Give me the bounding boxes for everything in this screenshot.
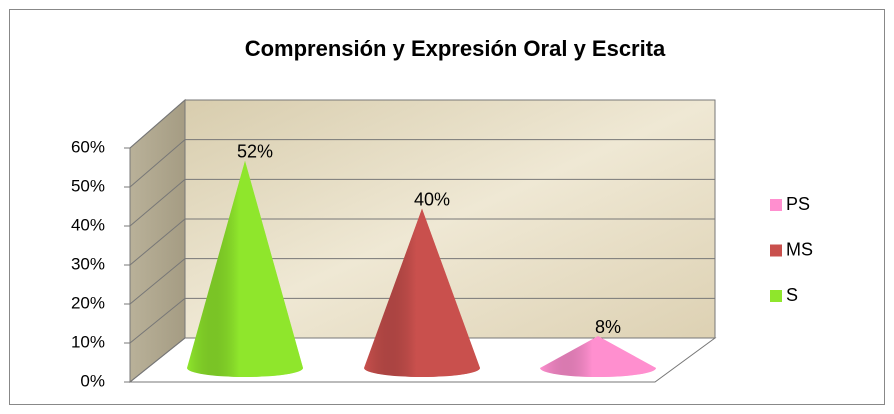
legend-label: S: [786, 285, 798, 305]
y-tick-label: 0%: [80, 371, 105, 390]
grid-line: [129, 218, 186, 266]
legend-swatch: [770, 290, 782, 302]
grid-line: [129, 337, 186, 383]
legend-swatch: [770, 244, 782, 257]
data-label: 40%: [414, 189, 450, 209]
side-wall: [129, 98, 186, 384]
grid-line: [129, 99, 186, 149]
y-tick-label: 10%: [71, 332, 105, 351]
grid-line: [129, 139, 186, 188]
cone-shade: [364, 208, 480, 377]
grid-line: [129, 297, 186, 344]
data-label: 8%: [595, 317, 621, 337]
chart-title: Comprensión y Expresión Oral y Escrita: [245, 36, 666, 61]
y-tick-label: 50%: [71, 176, 105, 195]
y-tick-label: 20%: [71, 293, 105, 312]
y-tick-label: 40%: [71, 215, 105, 234]
grid-line: [129, 258, 186, 305]
legend-label: MS: [786, 239, 813, 259]
legend-swatch: [770, 199, 782, 211]
cone-shade: [540, 336, 656, 377]
grid-line: [129, 178, 186, 227]
data-label: 52%: [237, 142, 273, 162]
cone-shade: [187, 160, 303, 377]
legend-label: PS: [786, 194, 810, 214]
y-tick-label: 30%: [71, 254, 105, 273]
y-tick-label: 60%: [71, 137, 105, 156]
